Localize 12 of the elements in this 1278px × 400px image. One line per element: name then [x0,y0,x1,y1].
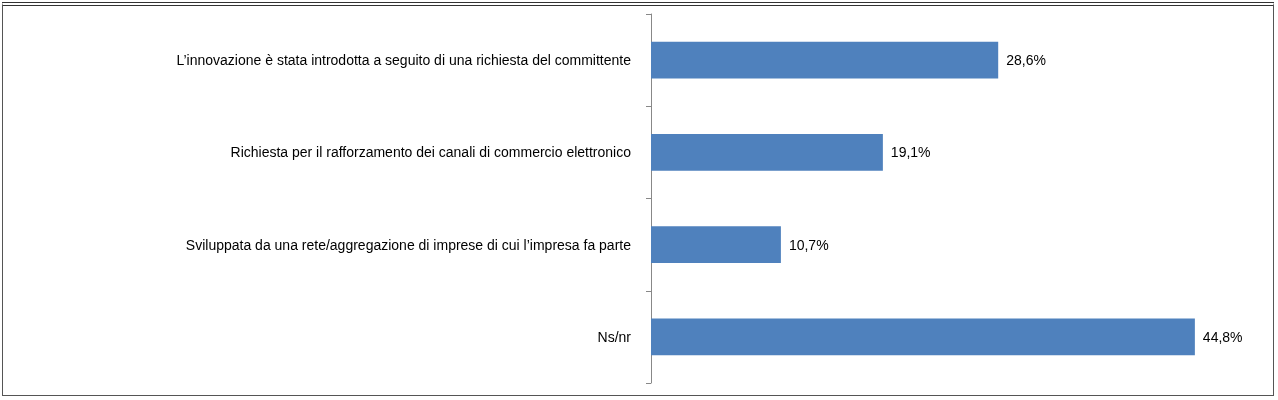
data-label: 10,7% [788,236,829,253]
data-label: 19,1% [890,144,931,161]
bar [651,318,1195,356]
data-label: 28,6% [1006,52,1046,69]
bar [651,226,781,264]
y-tick-label: Sviluppata da una rete/aggregazione di imprese di cui l’impresa fa parte [185,236,632,253]
y-tick-label: Ns/nr [597,328,632,345]
y-tick-label: L’innovazione è stata introdotta a seguito di una richiesta del committente [176,52,632,69]
bar [651,41,999,79]
data-label: 44,8% [1202,328,1243,345]
y-tick-label: Richiesta per il rafforzamento dei canali di commercio elettronico [230,144,632,161]
bar [651,133,883,171]
